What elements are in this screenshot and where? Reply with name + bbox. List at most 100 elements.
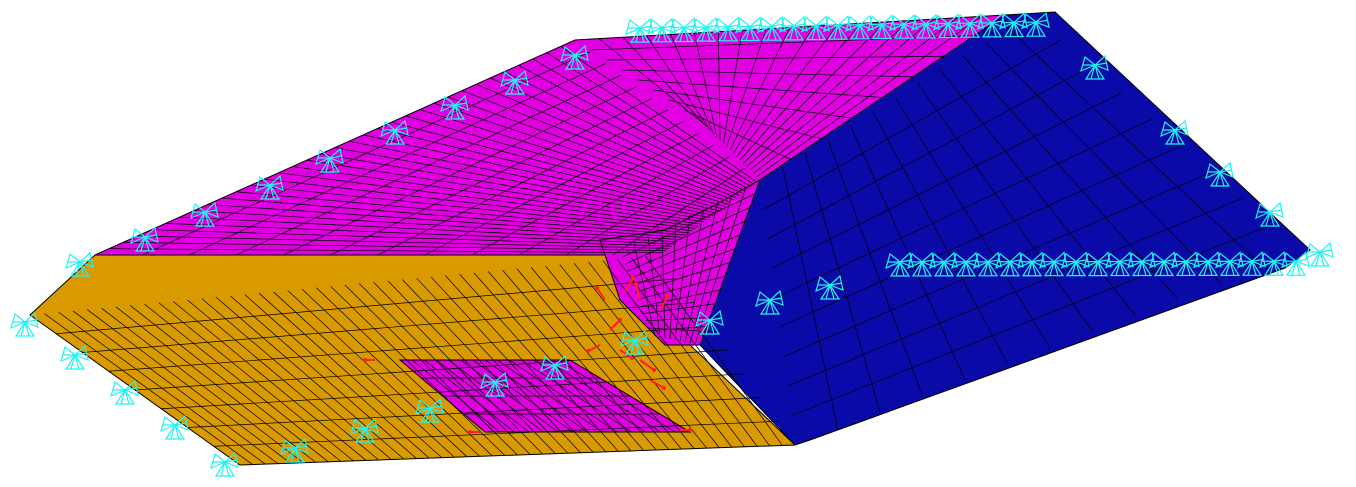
slot-face-mesh [411,359,676,433]
mesh-line [330,98,653,256]
fixed-constraint-icon [60,344,89,370]
mesh-line [939,69,1136,316]
load-arrow-icon [634,282,641,301]
mesh-line [471,133,699,256]
mesh-line [213,420,779,447]
mesh-line [612,168,745,256]
mesh-line [632,248,736,286]
fixed-constraint-icon [885,251,914,277]
fixed-constraint-icon [669,17,698,43]
load-arrow-icon [649,379,666,390]
mesh-line [283,86,637,256]
model-faces [29,11,1311,466]
fixed-constraint-icon [1149,251,1178,277]
fixed-constraint-icon [500,69,529,95]
fixed-constraint-icon [1080,54,1109,80]
mesh-line [161,373,745,410]
mesh-line [684,109,791,160]
mesh-line [962,55,1178,299]
mesh-line [644,317,711,322]
fixed-constraint-icon [695,309,724,335]
fixed-constraint-icon [255,174,284,200]
fixed-constraint-icon [620,329,649,355]
mesh-line [629,234,741,279]
mesh-line [236,74,622,256]
load-arrow-icon [680,428,692,432]
fixed-constraint-icon [560,44,589,70]
mesh-line [917,82,1093,332]
fixed-constraint-icon [933,13,962,39]
fixed-constraint-icon [755,289,784,315]
fixed-constraint-icon [647,17,676,43]
fixed-constraint-icon [1021,12,1050,37]
mesh-line [872,110,1008,364]
fixed-constraint-icon [815,274,844,300]
mesh-line [621,69,914,78]
mesh-line [189,63,606,256]
load-arrows [363,276,692,434]
mesh-line [787,197,1245,387]
notch-face-mesh [622,186,756,345]
mesh-line [377,109,668,256]
fixed-constraint-icon [540,354,569,380]
load-arrow-icon [468,430,480,434]
fixed-constraint-icon [480,371,509,397]
fixed-constraint-icon [1255,201,1284,227]
load-arrow-icon [586,344,601,353]
fixed-constraint-icon [1039,251,1068,277]
fixed-constraint-icon [1237,251,1266,276]
end-face-mesh [763,27,1275,429]
mesh-line [606,55,944,61]
mesh-line [634,262,731,293]
fixed-constraint-icon [160,414,189,440]
side-face-mesh [44,256,783,465]
fixed-constraint-icon [190,201,219,227]
fixed-constraint-icon [1160,119,1189,145]
mesh-line [518,144,714,256]
mesh-line [424,121,684,256]
fixed-constraint-icon [315,147,344,173]
mesh-line [894,96,1051,348]
mesh-line [984,41,1221,283]
mesh-line [782,166,838,429]
mesh-line [779,144,1183,328]
mesh-line [627,220,746,272]
fixed-constraint-icon [973,251,1002,277]
load-arrow-icon [624,276,635,293]
mesh-line [56,278,677,335]
mesh-line [653,89,852,119]
constraint-symbols [10,12,1334,477]
mesh-line [624,207,751,265]
fixed-constraint-icon [65,251,94,277]
fixed-constraint-icon [995,251,1024,277]
fixed-constraint-icon [1171,251,1200,277]
fixed-constraint-icon [380,119,409,145]
fixed-constraint-icon [350,417,379,443]
fixed-constraint-icon [911,13,940,39]
fixed-constraint-icon [1017,251,1046,277]
fixed-constraint-icon [1259,251,1288,276]
load-arrow-icon [363,358,375,362]
fixed-constraint-icon [801,15,830,41]
fixed-constraint-icon [1205,161,1234,187]
mesh-line [804,152,881,413]
mesh-line [639,289,721,308]
mesh-line [668,99,822,140]
top-face-mesh [109,46,758,256]
fixed-constraint-icon [10,311,39,337]
fixed-constraint-icon [110,379,139,405]
load-arrow-icon [659,294,670,311]
mesh-line [108,325,711,372]
mesh-line [565,156,730,256]
fixed-constraint-icon [130,226,159,252]
fixed-constraint-icon [415,397,444,423]
fixed-constraint-icon [999,12,1028,38]
load-arrow-icon [639,359,656,372]
fixed-constraint-icon [955,13,984,38]
fixed-constraint-icon [280,437,309,463]
mesh-line [767,66,1092,240]
fixed-constraint-icon [1193,251,1222,276]
fixed-constraint-icon [210,451,239,477]
